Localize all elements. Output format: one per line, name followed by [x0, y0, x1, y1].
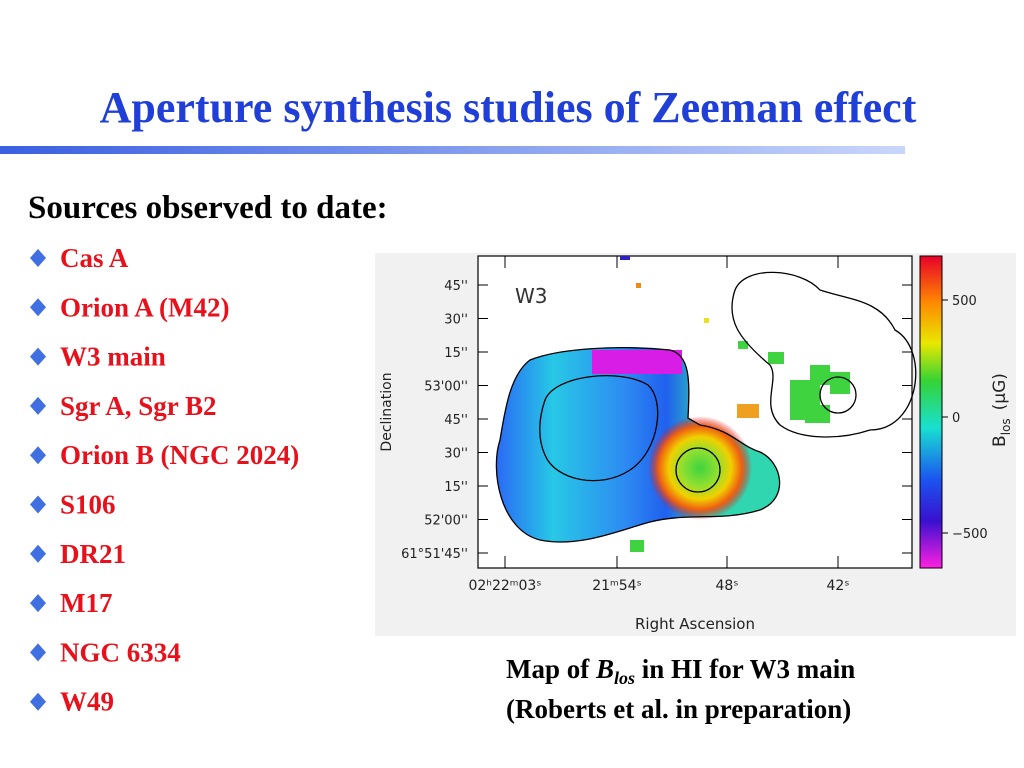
figure: W3 45'' 30'' 15'' 53'00'' 45'' 30'' 15'' 52'00'…: [375, 253, 1016, 636]
bullet-diamond: [30, 347, 46, 366]
colorbar-subscript: los: [999, 418, 1013, 435]
colorbar-ticks: 500 0 −500: [942, 294, 988, 542]
bullet-item: W49: [60, 687, 114, 717]
y-tick-label: 45'': [444, 413, 468, 428]
bullet-item: Cas A: [60, 243, 129, 273]
colorbar-tick-label: −500: [952, 527, 988, 542]
bullet-diamond: [30, 396, 46, 415]
y-tick-label: 52'00'': [424, 514, 468, 529]
bullet-item: DR21: [60, 539, 126, 569]
colorbar: [919, 255, 943, 569]
colorbar-tick-label: 500: [952, 294, 977, 309]
y-tick-label: 15'': [444, 480, 468, 495]
bullet-item: M17: [60, 588, 112, 618]
x-tick-label: 02ʰ22ᵐ03ˢ: [468, 578, 541, 594]
bullet-item: Orion A (M42): [60, 292, 230, 322]
bullet-item: W3 main: [60, 342, 166, 372]
x-tick-label: 48ˢ: [715, 578, 738, 594]
bullet-item: NGC 6334: [60, 637, 181, 667]
bullet-item: Orion B (NGC 2024): [60, 440, 299, 470]
y-ticks: 45'' 30'' 15'' 53'00'' 45'' 30'' 15'' 52'00'' 61…: [401, 279, 912, 562]
bullet-diamond: [30, 249, 46, 267]
colorbar-symbol: B: [990, 435, 1010, 447]
caption-subscript: los: [614, 668, 635, 688]
caption-line: (Roberts et al. in preparation): [506, 694, 851, 724]
title-rule: [0, 146, 905, 154]
colorbar-label: Blos (μG): [990, 373, 1013, 447]
x-tick-label: 42ˢ: [826, 578, 849, 594]
bullet-item: S106: [60, 490, 116, 520]
colorbar-tick-label: 0: [952, 411, 960, 426]
bullet-diamond: [30, 544, 46, 563]
colorbar-unit: (μG): [990, 373, 1010, 410]
map-label: W3: [515, 284, 548, 308]
heatmap-patch: [737, 404, 759, 418]
x-tick-label: 21ᵐ54ˢ: [592, 578, 642, 594]
y-axis-label: Declination: [379, 372, 395, 451]
bullet-diamond: [30, 692, 46, 711]
x-axis-label: Right Ascension: [635, 615, 755, 633]
caption-prefix: Map of: [506, 654, 596, 684]
contours: [495, 271, 917, 543]
bullet-item: Sgr A, Sgr B2: [60, 391, 217, 421]
y-tick-label: 53'00'': [424, 380, 468, 395]
heatmap-patch: [620, 256, 630, 260]
y-tick-label: 30'': [444, 447, 468, 462]
title: Aperture synthesis studies of Zeeman eff…: [100, 83, 917, 132]
heatmap-patch: [636, 283, 641, 288]
heading: Sources observed to date:: [28, 190, 388, 226]
bullet-diamond: [30, 495, 46, 514]
caption-line: Map of Blos in HI for W3 main: [506, 654, 855, 688]
y-tick-label: 61°51'45'': [401, 547, 468, 562]
bullet-diamond: [30, 446, 46, 465]
bullet-diamond: [30, 643, 46, 662]
caption-suffix: in HI for W3 main: [635, 654, 855, 684]
heatmap-patch: [592, 350, 682, 374]
heatmap-patch: [704, 318, 709, 323]
caption-symbol: B: [595, 654, 614, 684]
y-tick-label: 15'': [444, 346, 468, 361]
y-tick-label: 45'': [444, 279, 468, 294]
bullet-list: Cas A Orion A (M42) W3 main Sgr A, Sgr B2 Or…: [30, 243, 299, 717]
y-tick-label: 30'': [444, 313, 468, 328]
bullet-diamond: [30, 594, 46, 613]
heatmap-patch: [648, 416, 752, 520]
x-ticks: 02ʰ22ᵐ03ˢ 21ᵐ54ˢ 48ˢ 42ˢ: [468, 256, 850, 594]
bullet-diamond: [30, 298, 46, 317]
